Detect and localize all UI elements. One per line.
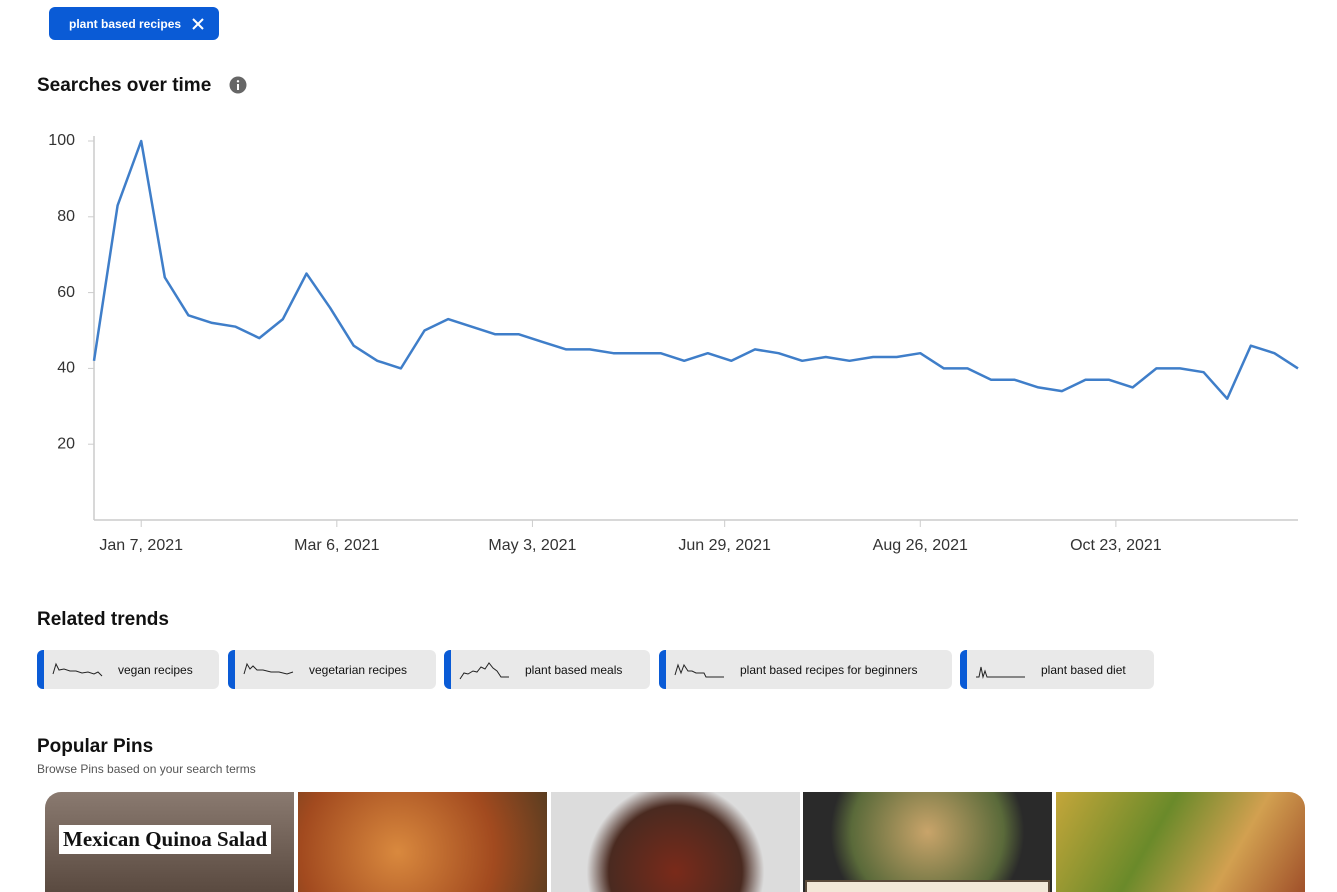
x-tick-label: Mar 6, 2021 (294, 537, 379, 554)
trend-label: plant based diet (1041, 662, 1126, 677)
pin-image[interactable] (298, 792, 547, 892)
pin-banner (805, 880, 1050, 892)
sparkline-icon (52, 662, 103, 676)
pin-image[interactable] (551, 792, 800, 892)
pin-image[interactable] (803, 792, 1052, 892)
section-subtitle: Browse Pins based on your search terms (37, 762, 256, 776)
trend-chip[interactable]: plant based meals (444, 650, 650, 689)
pin-image[interactable]: Mexican Quinoa Salad (45, 792, 294, 892)
close-icon[interactable] (191, 17, 205, 31)
sparkline-icon (459, 661, 509, 679)
x-tick-label: Jan 7, 2021 (99, 537, 183, 554)
x-tick-label: May 3, 2021 (488, 537, 576, 554)
info-icon[interactable] (229, 76, 247, 94)
trend-chip[interactable]: vegetarian recipes (228, 650, 436, 689)
y-tick-label: 40 (57, 360, 75, 377)
chart-title: Searches over time (37, 75, 212, 96)
chip-label: plant based recipes (69, 16, 182, 31)
y-tick-label: 100 (48, 132, 75, 149)
trend-label: plant based recipes for beginners (740, 662, 918, 677)
chart: 20 40 60 80 100 Jan 7, 2021 Mar 6, 2021 May 3, … (48, 132, 1299, 554)
pin-image[interactable] (1056, 792, 1305, 892)
trend-label: vegan recipes (118, 662, 193, 677)
sparkline-icon (976, 666, 1025, 679)
y-tick-label: 80 (57, 208, 75, 225)
x-tick-label: Aug 26, 2021 (873, 537, 968, 554)
trend-label: plant based meals (525, 662, 623, 677)
trend-chip[interactable]: vegan recipes (37, 650, 219, 689)
line (92, 139, 1299, 400)
section-title: Popular Pins (37, 736, 154, 757)
search-chip[interactable]: plant based recipes (49, 7, 219, 40)
pin-overlay-text: Mexican Quinoa Salad (59, 825, 272, 854)
trend-chip[interactable]: plant based diet (960, 650, 1154, 689)
x-tick-label: Jun 29, 2021 (678, 537, 771, 554)
trend-chip[interactable]: plant based recipes for beginners (659, 650, 952, 689)
section-title: Related trends (37, 609, 169, 630)
x-tick-label: Oct 23, 2021 (1070, 537, 1162, 554)
y-tick-label: 60 (57, 284, 75, 301)
sparkline-icon (243, 662, 294, 675)
sparkline-icon (674, 662, 724, 677)
trend-label: vegetarian recipes (309, 662, 408, 677)
y-tick-label: 20 (57, 435, 75, 452)
